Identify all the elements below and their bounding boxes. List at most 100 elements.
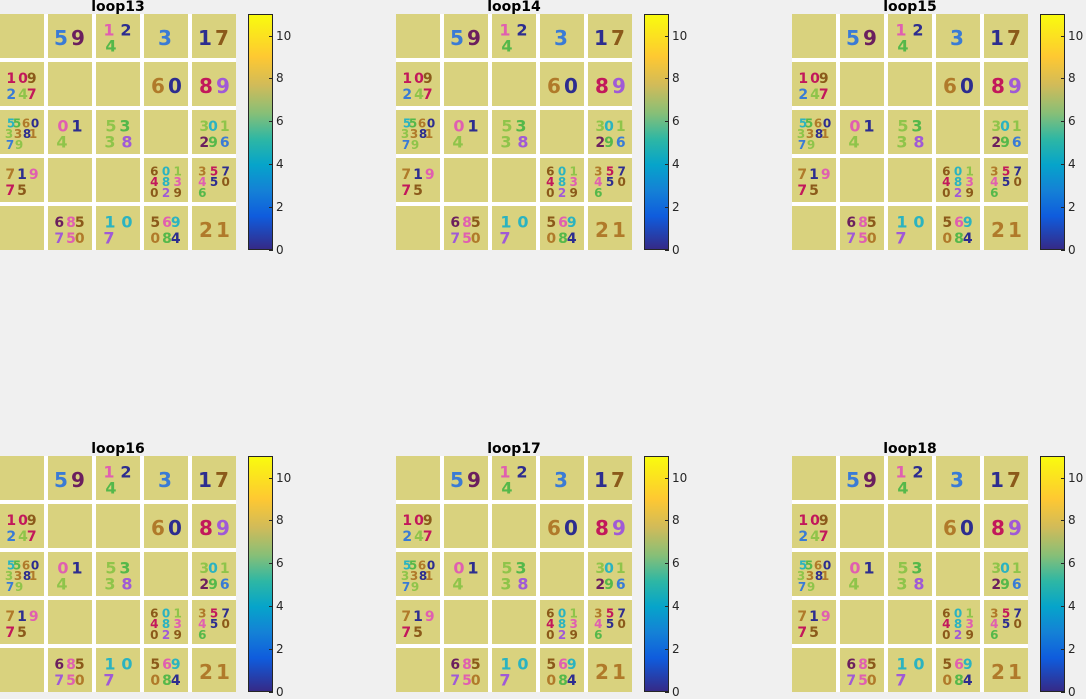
digit-mark: 1: [798, 71, 808, 87]
digit-overlay: 55 6 03 3 817 9: [5, 117, 39, 152]
grid-cell: [792, 206, 836, 250]
digit-mark: 7: [611, 468, 625, 492]
digit-mark: 0: [150, 673, 160, 689]
digit-mark: 0: [604, 561, 614, 577]
digit-mark: 8: [558, 175, 566, 189]
grid-cell: [792, 456, 836, 500]
digit-mark: 0: [810, 71, 820, 87]
digit-overlay: 3 5 7 4 5 0 6: [594, 607, 626, 642]
digit-overlay: 1 24: [895, 463, 923, 498]
digit-overlay: 30 129 6: [595, 561, 625, 593]
digit-mark: 6: [814, 559, 822, 573]
colorbar-tick-mark: [665, 78, 669, 80]
digit-mark: 7: [103, 671, 114, 690]
chart-panel: loop17 5 9 1 2 4 3 1 7 1 0 9 2 4 7 6 0 8 9 5 5 6 0 3 3 8 1 7 9 0 1 4 5 3 3…: [396, 442, 687, 698]
grid-cell: [96, 504, 140, 548]
digit-mark: 5: [805, 559, 813, 573]
digit-mark: 7: [27, 87, 37, 103]
digit-mark: 3: [14, 127, 22, 141]
digit-mark: 1: [616, 119, 626, 135]
digit-mark: 3: [570, 617, 578, 631]
digit-mark: 3: [554, 468, 568, 492]
digit-mark: 7: [5, 625, 15, 641]
colorbar-tick-label: 0: [276, 685, 284, 699]
chart-title: loop18: [883, 441, 937, 457]
digit-mark: 2: [199, 135, 209, 151]
digit-overlay: 6 857 50: [54, 657, 84, 689]
colorbar-tick-mark: [665, 250, 669, 251]
digit-mark: 7: [895, 229, 906, 248]
digit-mark: 9: [411, 138, 419, 152]
digit-mark: 5: [13, 559, 21, 573]
digit-mark: 8: [162, 175, 170, 189]
digit-mark: 6: [616, 135, 626, 151]
digit-overlay: 5 690 84: [942, 215, 972, 247]
digit-mark: 6: [990, 628, 998, 642]
digit-mark: 1: [103, 463, 114, 482]
digit-mark: 1: [216, 218, 230, 242]
digit-mark: 5: [471, 657, 481, 673]
digit-mark: 3: [199, 119, 209, 135]
digit-mark: 6: [814, 117, 822, 131]
colorbar-tick-mark: [1061, 250, 1065, 251]
colorbar-tick-mark: [1061, 121, 1065, 123]
grid-cell: 3: [540, 456, 584, 500]
digit-mark: 0: [1014, 175, 1022, 189]
digit-mark: 6: [546, 607, 554, 621]
digit-mark: 1: [17, 609, 27, 625]
digit-mark: 1: [895, 21, 906, 40]
digit-mark: 0: [517, 213, 528, 232]
digit-overlay: 55 6 03 3 817 9: [797, 117, 831, 152]
digit-mark: 2: [516, 463, 527, 482]
digit-mark: 0: [942, 673, 952, 689]
digit-mark: 1: [104, 655, 115, 674]
digit-mark: 2: [558, 186, 566, 200]
digit-mark: 9: [425, 167, 435, 183]
digit-mark: 4: [942, 175, 950, 189]
digit-mark: 6: [942, 165, 950, 179]
grid-cell: [444, 600, 488, 644]
colorbar-tick-mark: [1061, 520, 1065, 522]
digit-mark: 5: [17, 625, 27, 641]
digit-mark: 9: [1000, 135, 1010, 151]
colorbar-tick-mark: [1061, 207, 1065, 209]
digit-mark: 0: [208, 119, 218, 135]
digit-mark: 5: [66, 673, 76, 689]
digit-mark: 9: [966, 186, 974, 200]
digit-mark: 1: [1008, 218, 1022, 242]
digit-mark: 4: [105, 479, 116, 498]
digit-overlay: 6 0 14 8 30 2 9: [546, 607, 578, 642]
digit-mark: 1: [6, 513, 16, 529]
digit-mark: 1: [570, 165, 578, 179]
digit-mark: 3: [119, 559, 130, 578]
digit-mark: 3: [991, 119, 1001, 135]
digit-overlay: 5 690 84: [546, 215, 576, 247]
digit-mark: 3: [174, 175, 182, 189]
grid-cell: 3: [936, 14, 980, 58]
